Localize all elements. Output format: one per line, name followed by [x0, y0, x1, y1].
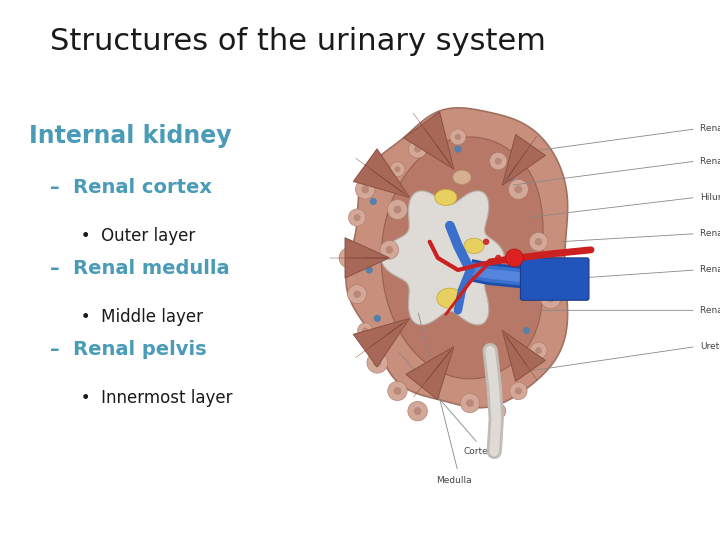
Circle shape	[508, 179, 528, 199]
Circle shape	[369, 198, 377, 205]
Text: Structures of the urinary system: Structures of the urinary system	[50, 27, 546, 56]
Ellipse shape	[437, 288, 463, 308]
Polygon shape	[503, 330, 545, 381]
Ellipse shape	[453, 170, 471, 184]
Text: Renal vein: Renal vein	[700, 266, 720, 274]
Circle shape	[414, 145, 421, 153]
Circle shape	[483, 239, 490, 245]
Circle shape	[495, 408, 501, 414]
Circle shape	[510, 382, 527, 400]
Circle shape	[366, 266, 373, 274]
Text: •  Innermost layer: • Innermost layer	[65, 389, 233, 407]
Polygon shape	[354, 149, 410, 198]
Circle shape	[541, 288, 561, 308]
Polygon shape	[382, 191, 504, 325]
Circle shape	[348, 285, 366, 303]
Circle shape	[455, 134, 461, 140]
Circle shape	[394, 387, 401, 395]
Polygon shape	[346, 108, 567, 408]
Polygon shape	[382, 137, 543, 379]
Text: –  Renal medulla: – Renal medulla	[50, 259, 230, 278]
Polygon shape	[406, 347, 454, 400]
Circle shape	[390, 162, 405, 177]
Circle shape	[362, 327, 368, 334]
Circle shape	[535, 347, 542, 354]
Circle shape	[523, 327, 530, 334]
Polygon shape	[354, 319, 410, 367]
Circle shape	[367, 352, 387, 373]
Circle shape	[408, 140, 427, 158]
Circle shape	[387, 200, 408, 219]
Circle shape	[514, 185, 523, 193]
Circle shape	[460, 393, 480, 413]
Polygon shape	[404, 112, 454, 169]
Circle shape	[408, 401, 428, 421]
Circle shape	[354, 214, 361, 221]
Circle shape	[358, 323, 373, 338]
Text: Renal artery: Renal artery	[700, 229, 720, 238]
Circle shape	[348, 209, 366, 226]
Circle shape	[356, 180, 375, 199]
Circle shape	[529, 232, 548, 251]
Text: •  Middle layer: • Middle layer	[65, 308, 203, 326]
Text: Renal pyramid: Renal pyramid	[700, 124, 720, 133]
Circle shape	[487, 267, 493, 273]
Circle shape	[535, 238, 542, 246]
FancyBboxPatch shape	[521, 258, 589, 300]
Circle shape	[388, 381, 407, 401]
Text: Cortex: Cortex	[463, 448, 493, 456]
Polygon shape	[345, 238, 390, 278]
Circle shape	[345, 254, 353, 262]
Ellipse shape	[464, 238, 484, 253]
Circle shape	[380, 240, 399, 259]
Circle shape	[546, 294, 554, 302]
Text: –  Renal cortex: – Renal cortex	[50, 178, 212, 197]
Text: –  Renal pelvis: – Renal pelvis	[50, 340, 207, 359]
Circle shape	[339, 248, 359, 268]
Text: •  Outer layer: • Outer layer	[65, 227, 195, 245]
Circle shape	[495, 255, 501, 261]
Text: Renal pelvis: Renal pelvis	[700, 306, 720, 315]
Circle shape	[495, 158, 502, 165]
Circle shape	[361, 185, 369, 193]
Circle shape	[454, 145, 462, 153]
Circle shape	[373, 359, 382, 367]
Circle shape	[395, 166, 400, 172]
Circle shape	[515, 388, 522, 394]
Circle shape	[414, 407, 421, 415]
Circle shape	[507, 174, 514, 181]
Polygon shape	[503, 134, 545, 185]
Circle shape	[386, 246, 393, 254]
Circle shape	[490, 152, 507, 170]
Ellipse shape	[435, 190, 457, 206]
Text: Ureter: Ureter	[700, 342, 720, 351]
Circle shape	[466, 399, 474, 407]
Circle shape	[354, 291, 361, 298]
Circle shape	[505, 249, 523, 267]
Text: Medulla: Medulla	[436, 476, 472, 484]
Text: Renal papilla: Renal papilla	[700, 157, 720, 166]
Circle shape	[393, 206, 402, 213]
Text: Internal kidney: Internal kidney	[29, 124, 231, 148]
Circle shape	[450, 129, 466, 145]
Text: Hilum: Hilum	[700, 193, 720, 202]
Circle shape	[490, 403, 506, 419]
Circle shape	[374, 315, 381, 322]
Circle shape	[530, 342, 547, 359]
